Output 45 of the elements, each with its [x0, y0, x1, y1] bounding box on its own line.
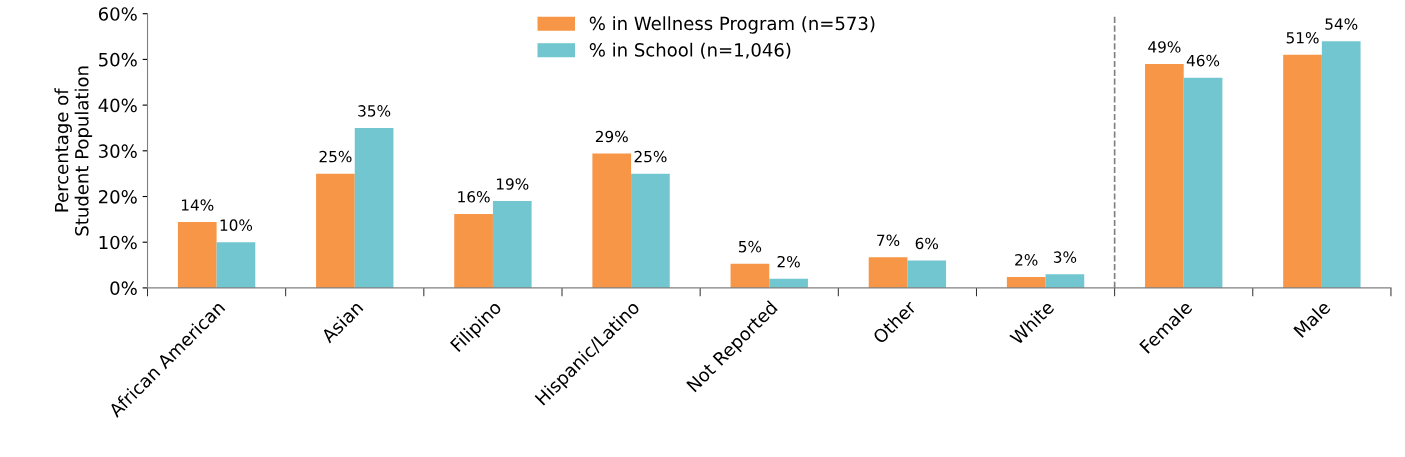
data-label: 49% [1148, 41, 1181, 53]
data-label: 51% [1286, 31, 1319, 44]
data-label: 25% [634, 150, 667, 163]
data-label: 6% [915, 237, 939, 250]
data-label: 2% [1015, 254, 1038, 266]
y-tick-label: 10% [99, 235, 137, 250]
bar [354, 127, 394, 288]
y-tick-label: 50% [99, 52, 137, 67]
bar [631, 173, 670, 288]
data-label: 2% [777, 255, 800, 268]
bar [1283, 54, 1322, 288]
bar [1183, 77, 1223, 288]
data-label: 29% [595, 130, 628, 143]
bar [868, 257, 908, 288]
bar [216, 242, 256, 288]
y-tick-label: 0% [110, 281, 137, 296]
bar [730, 263, 770, 288]
data-label: 16% [458, 191, 490, 203]
data-label: 46% [1186, 54, 1220, 67]
bar [492, 201, 532, 288]
bar [592, 153, 632, 288]
y-axis-title: Percentage of Student Population [54, 66, 93, 236]
data-label: 5% [738, 240, 762, 253]
data-label: 19% [496, 178, 529, 190]
legend-label: % in School (n=1,046) [589, 42, 791, 59]
bar [907, 260, 947, 288]
data-label: 10% [220, 219, 253, 231]
data-label: 7% [877, 234, 900, 246]
bar [1321, 41, 1361, 288]
y-tick-label: 30% [99, 144, 137, 158]
bar [177, 222, 217, 288]
legend-label: % in Wellness Program (n=573) [589, 16, 875, 34]
bar [316, 173, 355, 288]
bar [454, 213, 493, 288]
bar [1145, 63, 1184, 288]
y-tick-label: 20% [98, 189, 137, 204]
bar [1006, 276, 1046, 288]
y-tick-label: 40% [98, 98, 137, 113]
bar [1045, 274, 1085, 288]
data-label: 3% [1053, 251, 1077, 263]
y-tick-label: 60% [98, 7, 137, 21]
data-label: 54% [1325, 18, 1358, 30]
data-label: 35% [358, 105, 391, 117]
data-label: 25% [319, 150, 352, 163]
data-label: 14% [181, 199, 214, 211]
